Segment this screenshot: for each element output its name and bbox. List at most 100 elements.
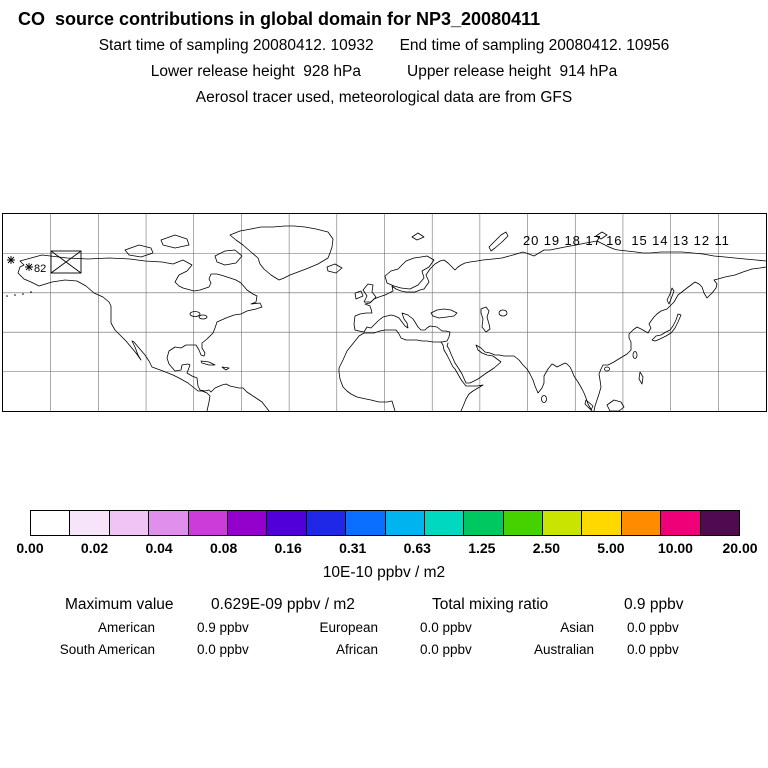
source-cell-cross (50, 250, 82, 274)
colorbar-tick-label: 0.08 (210, 540, 238, 556)
station-label: 82 (34, 263, 46, 275)
lake-huron (198, 314, 208, 320)
colorbar-tick-label: 5.00 (597, 540, 625, 556)
coastline-south-asia-arabia (446, 342, 593, 411)
colorbar-tick-label: 10.00 (657, 540, 693, 556)
sea-caspian (480, 306, 491, 333)
colorbar-cell (424, 511, 465, 535)
island-ellesmere (160, 234, 190, 249)
contribution-label: European (319, 620, 378, 635)
colorbar-unit: 10E-10 ppbv / m2 (322, 564, 446, 581)
colorbar-cell (464, 511, 504, 535)
island-japan (651, 313, 682, 342)
lower-release-text: Lower release height 928 hPa (150, 63, 361, 80)
tracer-line: Aerosol tracer used, meteorological data… (0, 89, 768, 107)
island-baffin (214, 249, 243, 266)
coastlines (6, 225, 766, 411)
stats-line: Maximum value 0.629E-09 ppbv / m2 Total … (0, 596, 768, 616)
contribution-label: American (97, 620, 155, 635)
tracer-text: Aerosol tracer used, meteorological data… (195, 89, 573, 106)
colorbar-cell (700, 511, 740, 535)
plot-title: CO source contributions in global domain… (18, 9, 541, 29)
island-sakhalin (666, 287, 675, 305)
coastline-north-america (17, 254, 270, 411)
colorbar-tick-label: 1.25 (468, 540, 496, 556)
island-sri-lanka (541, 395, 547, 403)
contribution-label: African (335, 642, 378, 657)
colorbar-cell (267, 511, 307, 535)
colorbar-cell (188, 511, 228, 535)
colorbar-tick-label: 0.02 (80, 540, 109, 556)
contribution-label: Asian (560, 620, 594, 635)
island-ireland (354, 290, 364, 300)
total-mixing-ratio-value: 0.9 ppbv (624, 596, 684, 613)
sampling-times-line: Start time of sampling 20080412. 10932 E… (0, 37, 768, 55)
map-grid (3, 214, 766, 411)
star-marker-icon (25, 263, 33, 271)
end-time-text: End time of sampling 20080412. 10956 (399, 37, 670, 54)
island-severnaya-zemlya (595, 231, 608, 240)
flight-track-hour-labels: 20 19 18 17 16 15 14 13 12 11 (523, 233, 730, 248)
island-victoria (124, 244, 154, 258)
island-hainan (604, 366, 610, 372)
start-time-text: Start time of sampling 20080412. 10932 (98, 37, 374, 54)
source-marker: 82 (7, 250, 82, 275)
contribution-label: South American (59, 642, 155, 657)
island-philippines (638, 371, 644, 385)
lake-superior (189, 311, 201, 317)
contribution-value: 0.0 ppbv (627, 620, 679, 635)
colorbar-tick-label: 0.00 (16, 540, 44, 556)
colorbar-cell (346, 511, 386, 535)
island-cuba (200, 360, 216, 366)
colorbar-tick-label: 2.50 (532, 540, 560, 556)
total-mixing-ratio-label: Total mixing ratio (432, 596, 549, 613)
world-map: 82 20 19 18 17 16 15 14 13 12 11 (2, 213, 767, 412)
colorbar-cell (31, 511, 71, 535)
colorbar-tick-label: 0.04 (145, 540, 173, 556)
island-hispaniola (221, 366, 230, 371)
colorbar-cell (503, 511, 544, 535)
contribution-value: 0.0 ppbv (627, 642, 679, 657)
island-taiwan (632, 351, 638, 359)
source-cell-box (50, 250, 82, 274)
island-novaya-zemlya (488, 231, 509, 252)
sea-black-sea (430, 308, 458, 319)
aleutian-island-dot (22, 293, 24, 295)
island-sumatra (584, 399, 594, 411)
maximum-value-label: Maximum value (65, 596, 174, 613)
coastline-east-asia (593, 266, 766, 411)
colorbar-cell (306, 511, 347, 535)
contribution-label: Australian (533, 642, 594, 657)
star-marker-icon (7, 256, 15, 264)
colorbar-tick-label: 0.31 (339, 540, 367, 556)
contribution-value: 0.0 ppbv (420, 620, 472, 635)
contribution-value: 0.0 ppbv (420, 642, 472, 657)
island-uk (362, 283, 377, 303)
colorbar-tick-label: 0.63 (403, 540, 431, 556)
maximum-value: 0.629E-09 ppbv / m2 (211, 596, 355, 613)
release-heights-line: Lower release height 928 hPa Upper relea… (0, 63, 768, 81)
contribution-value: 0.0 ppbv (197, 642, 249, 657)
aleutian-island-dot (6, 295, 8, 297)
map-canvas: 82 20 19 18 17 16 15 14 13 12 11 (3, 214, 766, 411)
coastline-greenland (229, 225, 334, 281)
contribution-value: 0.9 ppbv (197, 620, 249, 635)
colorbar (30, 510, 740, 536)
coastline-scandinavia (384, 255, 435, 290)
colorbar-ticks: 0.00 0.02 0.04 0.08 0.16 0.31 0.63 1.25 2.50 5.00… (16, 540, 757, 558)
coastline-east-africa (440, 341, 484, 411)
aleutian-island-dot (14, 294, 16, 296)
island-svalbard (411, 232, 425, 241)
coastline-europe-africa (338, 240, 766, 411)
island-borneo (606, 399, 625, 411)
colorbar-cell (149, 511, 189, 535)
colorbar-cell (621, 511, 662, 535)
island-iceland (326, 263, 343, 274)
colorbar-cell (70, 511, 110, 535)
upper-release-text: Upper release height 914 hPa (407, 63, 618, 80)
colorbar-cell (109, 511, 150, 535)
colorbar-tick-label: 20.00 (722, 540, 758, 556)
colorbar-cell (227, 511, 268, 535)
aleutian-island-dot (30, 291, 32, 293)
colorbar-cell (385, 511, 425, 535)
